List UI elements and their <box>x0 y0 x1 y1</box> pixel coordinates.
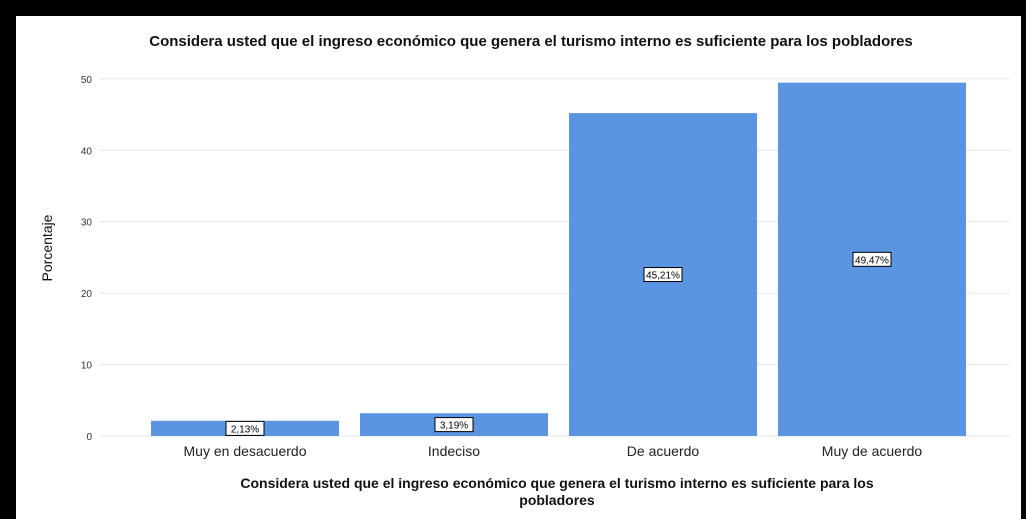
chart-title: Considera usted que el ingreso económico… <box>149 33 913 50</box>
data-label-box <box>643 267 683 283</box>
data-label: 45,21% <box>643 267 683 283</box>
bars: 2,13% 3,19% 45,21% 49,47% <box>151 82 966 437</box>
category-label: Muy de acuerdo <box>822 443 923 459</box>
y-tick-label: 10 <box>81 361 93 372</box>
data-label-text: 49,47% <box>855 255 889 266</box>
y-tick-label: 30 <box>81 218 93 229</box>
data-label-text: 45,21% <box>646 271 680 282</box>
data-label: 3,19% <box>434 417 474 433</box>
data-label: 49,47% <box>852 251 892 267</box>
category-label: Muy en desacuerdo <box>184 443 307 459</box>
x-axis-label-line-1: Considera usted que el ingreso económico… <box>240 475 873 491</box>
data-label: 2,13% <box>225 420 265 436</box>
category-label: De acuerdo <box>627 443 700 459</box>
category-label: Indeciso <box>428 443 480 459</box>
y-tick-label: 0 <box>86 432 92 443</box>
data-label-box <box>434 417 474 433</box>
y-tick-label: 20 <box>81 289 93 300</box>
y-axis-label: Porcentaje <box>39 214 55 281</box>
data-label-box <box>852 251 892 267</box>
data-label-text: 3,19% <box>440 421 468 432</box>
y-tick-label: 50 <box>81 75 93 86</box>
y-axis-ticks: 0 10 20 30 40 50 <box>81 75 93 443</box>
data-label-text: 2,13% <box>231 424 259 435</box>
y-tick-label: 40 <box>81 146 93 157</box>
x-axis-category-labels: Muy en desacuerdo Indeciso De acuerdo Muy d… <box>184 443 923 459</box>
x-axis-label-line-2: pobladores <box>519 492 595 508</box>
data-label-box <box>225 420 265 436</box>
